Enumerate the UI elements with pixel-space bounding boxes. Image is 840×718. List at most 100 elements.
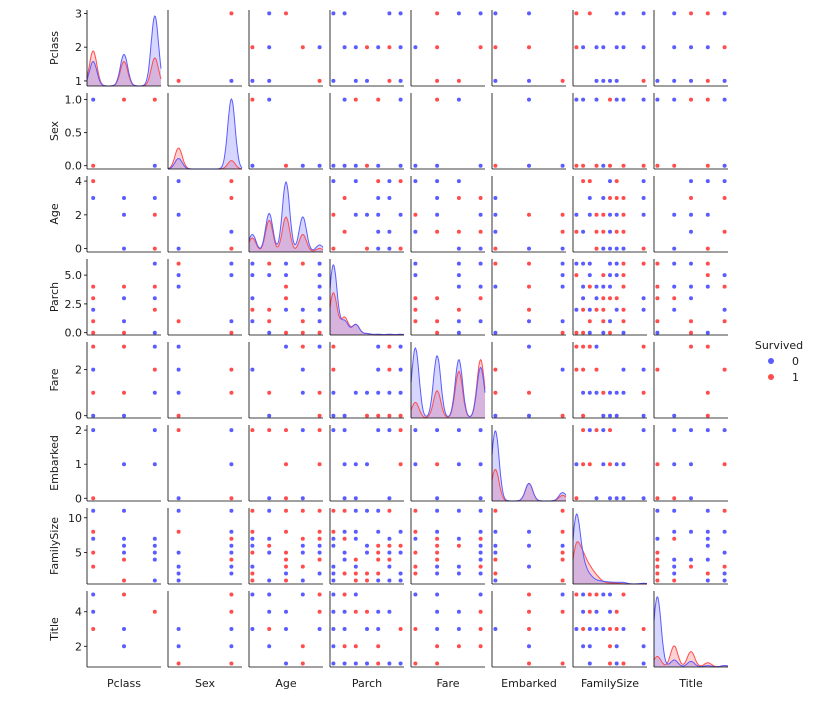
scatter-point xyxy=(672,246,677,251)
scatter-point xyxy=(398,179,403,184)
scatter-point xyxy=(250,508,255,513)
scatter-point xyxy=(601,163,606,168)
scatter-point xyxy=(284,529,288,534)
scatter-point xyxy=(601,319,606,324)
scatter-point xyxy=(581,413,586,418)
scatter-point xyxy=(317,462,322,467)
scatter-point xyxy=(387,661,392,666)
scatter-point xyxy=(614,179,619,184)
scatter-point xyxy=(331,413,336,418)
scatter-point xyxy=(176,428,181,433)
scatter-point xyxy=(608,390,612,395)
x-axis-label-parch: Parch xyxy=(352,677,382,690)
scatter-point xyxy=(353,97,358,102)
scatter-point xyxy=(478,212,483,217)
scatter-point xyxy=(413,428,418,433)
scatter-point xyxy=(641,428,646,433)
scatter-point xyxy=(229,543,234,548)
scatter-point xyxy=(705,428,710,433)
scatter-point xyxy=(435,644,440,649)
scatter-point xyxy=(672,571,677,576)
scatter-point xyxy=(608,97,612,102)
scatter-point xyxy=(655,462,660,467)
scatter-point xyxy=(560,273,565,278)
scatter-point xyxy=(152,212,157,217)
scatter-point xyxy=(152,367,157,372)
scatter-point xyxy=(478,462,483,467)
scatter-point xyxy=(365,462,369,467)
scatter-point xyxy=(229,627,234,631)
scatter-point xyxy=(413,212,418,217)
scatter-point xyxy=(655,550,660,555)
scatter-point xyxy=(655,367,660,372)
y-axis-label-pclass: Pclass xyxy=(48,31,61,65)
scatter-point xyxy=(229,609,234,614)
scatter-point xyxy=(587,319,592,324)
scatter-point xyxy=(250,543,255,548)
scatter-point xyxy=(560,578,565,583)
scatter-point xyxy=(641,45,646,50)
panel-age-vs-fare xyxy=(410,176,485,253)
scatter-point xyxy=(398,627,403,631)
scatter-point xyxy=(493,196,498,200)
scatter-point xyxy=(331,564,336,569)
scatter-point xyxy=(581,284,586,289)
scatter-point xyxy=(705,543,710,548)
density-fill-survived-1 xyxy=(87,51,161,86)
y-tick-label: 2 xyxy=(75,41,82,54)
scatter-point xyxy=(614,246,619,251)
scatter-point xyxy=(456,508,461,513)
scatter-point xyxy=(317,592,322,597)
scatter-point xyxy=(387,390,392,395)
scatter-point xyxy=(284,627,288,631)
scatter-point xyxy=(621,229,626,234)
scatter-point xyxy=(365,212,369,217)
scatter-point xyxy=(641,11,646,16)
scatter-point xyxy=(122,592,126,597)
scatter-point xyxy=(560,212,565,217)
scatter-point xyxy=(176,508,181,513)
scatter-point xyxy=(722,462,727,467)
scatter-point xyxy=(672,529,677,534)
scatter-point xyxy=(353,529,358,534)
scatter-point xyxy=(689,296,693,301)
scatter-point xyxy=(689,344,693,349)
scatter-point xyxy=(152,296,157,301)
scatter-point xyxy=(284,273,288,278)
panel-age-vs-embarked xyxy=(491,176,566,253)
scatter-point xyxy=(267,78,272,83)
scatter-point xyxy=(456,307,461,312)
scatter-point xyxy=(300,45,305,50)
scatter-point xyxy=(284,344,288,349)
scatter-point xyxy=(705,571,710,576)
scatter-point xyxy=(398,97,403,102)
scatter-point xyxy=(91,390,96,395)
scatter-point xyxy=(527,45,531,50)
scatter-point xyxy=(608,273,612,278)
scatter-point xyxy=(614,462,619,467)
scatter-point xyxy=(621,307,626,312)
scatter-point xyxy=(601,284,606,289)
scatter-point xyxy=(621,11,626,16)
scatter-point xyxy=(705,45,710,50)
scatter-point xyxy=(398,550,403,555)
scatter-point xyxy=(493,246,498,251)
scatter-point xyxy=(527,627,531,631)
panel-embarked-vs-fare xyxy=(410,425,485,502)
scatter-point xyxy=(689,284,693,289)
scatter-point xyxy=(641,661,646,666)
scatter-point xyxy=(722,529,727,534)
scatter-point xyxy=(176,344,181,349)
scatter-point xyxy=(413,273,418,278)
scatter-point xyxy=(672,508,677,513)
scatter-point xyxy=(641,496,646,501)
scatter-point xyxy=(331,661,336,666)
scatter-point xyxy=(229,644,234,649)
scatter-point xyxy=(722,367,727,372)
scatter-point xyxy=(621,627,626,631)
scatter-point xyxy=(478,246,483,251)
scatter-point xyxy=(601,592,606,597)
scatter-point xyxy=(614,196,619,200)
scatter-point xyxy=(641,307,646,312)
scatter-point xyxy=(456,97,461,102)
